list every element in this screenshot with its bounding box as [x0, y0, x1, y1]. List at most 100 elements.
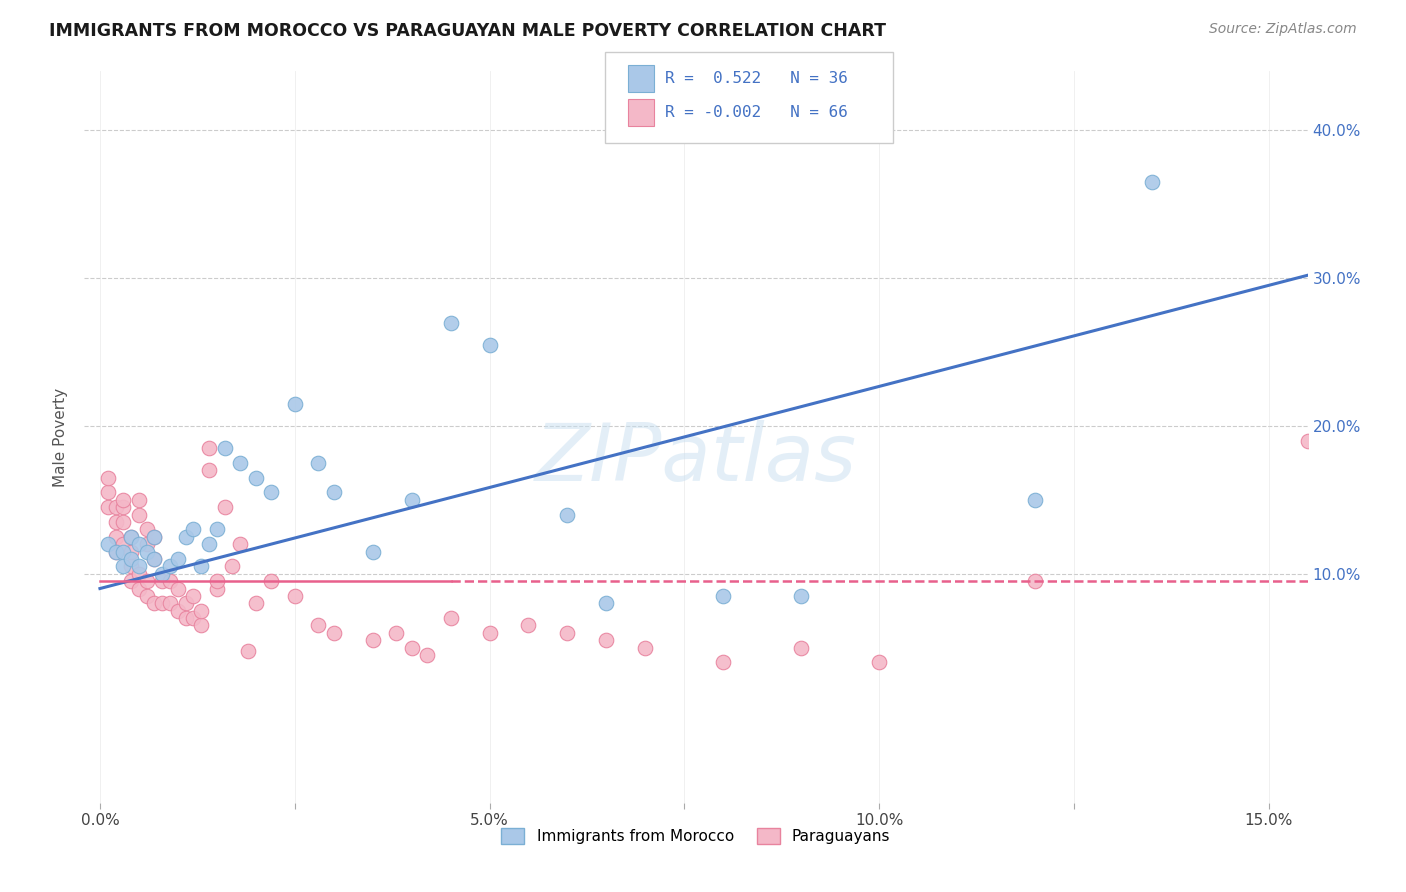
Point: [159, 596, 181, 610]
Point: [307, 618, 329, 632]
Point: [135, 544, 157, 558]
Point: [214, 500, 236, 515]
Point: [214, 441, 236, 455]
Text: Source: ZipAtlas.com: Source: ZipAtlas.com: [1209, 22, 1357, 37]
Point: [112, 537, 135, 551]
Point: [711, 589, 734, 603]
Point: [112, 492, 135, 507]
Point: [284, 589, 307, 603]
Point: [361, 633, 384, 648]
Point: [385, 625, 408, 640]
Point: [143, 552, 166, 566]
Text: R = -0.002   N = 66: R = -0.002 N = 66: [665, 105, 848, 120]
Point: [128, 537, 150, 551]
Point: [183, 523, 205, 537]
Legend: Immigrants from Morocco, Paraguayans: Immigrants from Morocco, Paraguayans: [495, 822, 897, 850]
Point: [120, 559, 142, 574]
Point: [143, 530, 166, 544]
Point: [166, 552, 188, 566]
Point: [557, 508, 579, 522]
Point: [595, 633, 617, 648]
Point: [128, 566, 150, 581]
Point: [517, 618, 540, 632]
Point: [416, 648, 439, 662]
Point: [112, 500, 135, 515]
Point: [401, 640, 423, 655]
Point: [150, 566, 173, 581]
Point: [1140, 175, 1163, 189]
Point: [190, 559, 212, 574]
Point: [557, 625, 579, 640]
Point: [128, 559, 150, 574]
Point: [1296, 434, 1319, 448]
Point: [143, 552, 166, 566]
Point: [478, 337, 501, 351]
Point: [112, 559, 135, 574]
Point: [205, 574, 228, 589]
Point: [97, 500, 120, 515]
Point: [143, 596, 166, 610]
Text: R =  0.522   N = 36: R = 0.522 N = 36: [665, 71, 848, 86]
Point: [1024, 492, 1046, 507]
Point: [595, 596, 617, 610]
Point: [104, 515, 127, 529]
Point: [322, 485, 344, 500]
Point: [183, 589, 205, 603]
Point: [150, 574, 173, 589]
Point: [128, 582, 150, 596]
Point: [166, 604, 188, 618]
Point: [159, 559, 181, 574]
Point: [104, 544, 127, 558]
Point: [112, 515, 135, 529]
Point: [112, 544, 135, 558]
Point: [198, 441, 221, 455]
Point: [361, 544, 384, 558]
Point: [229, 537, 252, 551]
Point: [128, 492, 150, 507]
Point: [135, 589, 157, 603]
Point: [135, 574, 157, 589]
Point: [198, 463, 221, 477]
Point: [236, 643, 259, 657]
Point: [159, 574, 181, 589]
Point: [221, 559, 243, 574]
Point: [322, 625, 344, 640]
Point: [104, 530, 127, 544]
Point: [120, 552, 142, 566]
Point: [190, 618, 212, 632]
Point: [190, 604, 212, 618]
Point: [307, 456, 329, 470]
Point: [135, 537, 157, 551]
Point: [790, 589, 813, 603]
Point: [166, 582, 188, 596]
Point: [868, 656, 890, 670]
Point: [245, 596, 267, 610]
Point: [135, 523, 157, 537]
Point: [205, 582, 228, 596]
Y-axis label: Male Poverty: Male Poverty: [53, 387, 69, 487]
Point: [143, 530, 166, 544]
Point: [174, 530, 197, 544]
Point: [174, 596, 197, 610]
Point: [97, 485, 120, 500]
Point: [260, 485, 283, 500]
Point: [120, 544, 142, 558]
Point: [198, 537, 221, 551]
Point: [1024, 574, 1046, 589]
Point: [439, 611, 461, 625]
Point: [205, 523, 228, 537]
Point: [128, 508, 150, 522]
Point: [120, 530, 142, 544]
Point: [229, 456, 252, 470]
Point: [245, 471, 267, 485]
Point: [478, 625, 501, 640]
Point: [104, 544, 127, 558]
Point: [634, 640, 657, 655]
Point: [120, 574, 142, 589]
Point: [97, 537, 120, 551]
Point: [120, 530, 142, 544]
Point: [260, 574, 283, 589]
Point: [97, 471, 120, 485]
Point: [284, 397, 307, 411]
Point: [174, 611, 197, 625]
